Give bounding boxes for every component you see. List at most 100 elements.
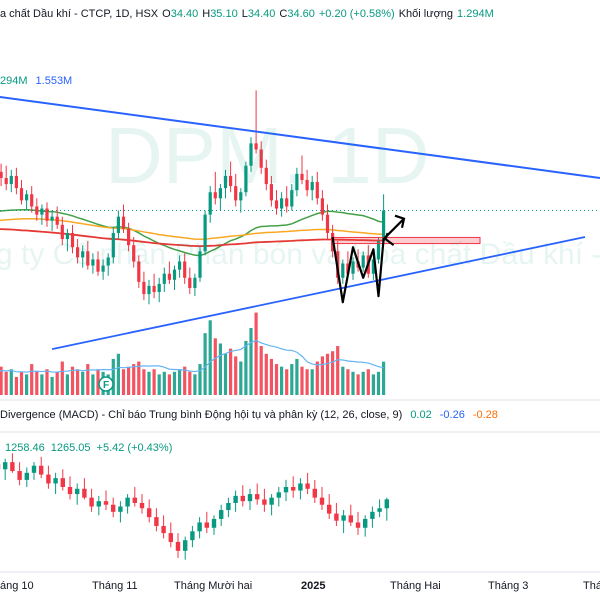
- candle-body: [178, 261, 182, 270]
- volume-legend-value-1: 294M: [0, 75, 28, 87]
- volume-bar: [55, 371, 59, 395]
- volume-legend: 294M 1.553M: [0, 74, 76, 88]
- macd-legend: Divergence (MACD) - Chỉ báo Trung bình Đ…: [0, 408, 502, 422]
- index-candle-body: [24, 472, 29, 480]
- candle-body: [269, 184, 273, 201]
- index-candle-body: [370, 511, 375, 519]
- candle-body: [218, 188, 222, 199]
- high-label: H: [202, 8, 211, 20]
- volume-bar: [183, 366, 187, 395]
- candle-body: [96, 259, 100, 272]
- candle-body: [157, 283, 161, 293]
- index-candle-body: [341, 515, 346, 521]
- volume-bar: [336, 346, 340, 395]
- candle-body: [198, 251, 202, 278]
- volume-ma-line: [0, 339, 384, 373]
- index-candle-body: [125, 497, 130, 507]
- volume-bar: [223, 353, 228, 395]
- candle-body: [274, 200, 279, 209]
- candle-body: [371, 259, 375, 274]
- candle-body: [81, 251, 85, 258]
- volume-bar: [25, 374, 29, 395]
- volume-bar: [356, 374, 360, 395]
- candle-body: [40, 208, 44, 215]
- volume-bar: [264, 353, 268, 395]
- candle-body: [60, 224, 64, 240]
- candle-body: [19, 188, 24, 201]
- index-candle-body: [204, 522, 209, 528]
- candle-body: [167, 273, 171, 280]
- volume-legend-value-2: 1.553M: [35, 75, 73, 87]
- volume-bar: [239, 361, 243, 395]
- upper-trendline: [0, 96, 600, 179]
- volume-bar: [4, 371, 8, 395]
- volume-value: 1.294M: [457, 8, 494, 20]
- index-candle-body: [89, 497, 94, 507]
- candle-body: [234, 186, 238, 201]
- index-candle-body: [312, 488, 317, 498]
- index-candle-body: [17, 471, 22, 480]
- index-candle-body: [60, 478, 65, 487]
- candle-body: [249, 143, 253, 166]
- index-legend: 1258.46 1265.05 +5.42 (+0.43%): [5, 441, 176, 455]
- volume-bar: [315, 361, 319, 395]
- time-axis-label-1: Tháng 11: [92, 580, 138, 592]
- candle-body: [101, 265, 105, 272]
- index-candle-body: [10, 462, 15, 472]
- volume-bar: [172, 371, 177, 395]
- index-candle-body: [139, 502, 145, 509]
- volume-bar: [259, 346, 263, 395]
- index-candle-body: [103, 501, 109, 505]
- volume-bar: [30, 364, 34, 395]
- price-zone-box: [332, 236, 481, 245]
- index-candle-body: [168, 533, 173, 542]
- volume-bar: [269, 358, 273, 395]
- index-candle-body: [75, 488, 80, 495]
- candle-body: [0, 171, 3, 178]
- volume-bar: [96, 369, 100, 395]
- index-candle-body: [211, 518, 217, 528]
- index-candle-body: [334, 513, 339, 521]
- index-candle-body: [147, 508, 152, 518]
- candle-body: [285, 198, 289, 207]
- index-candle-body: [355, 522, 361, 528]
- volume-bar: [111, 358, 115, 395]
- volume-bar: [371, 374, 375, 395]
- low-label: L: [241, 8, 248, 20]
- event-marker-icon: [98, 376, 114, 392]
- index-candle-body: [305, 483, 310, 489]
- index-candle-body: [298, 483, 303, 491]
- volume-bar: [320, 356, 324, 395]
- close-label: C: [279, 8, 288, 20]
- volume-bar: [188, 371, 192, 395]
- volume-bar: [45, 369, 49, 395]
- candle-body: [183, 261, 187, 278]
- index-candle-body: [161, 526, 166, 534]
- candle-body: [111, 232, 115, 258]
- volume-bar: [9, 369, 13, 395]
- volume-bar: [382, 361, 386, 395]
- candle-body: [116, 216, 120, 233]
- candle-body: [127, 228, 131, 246]
- volume-bar: [305, 369, 309, 395]
- volume-bar: [331, 351, 335, 395]
- candle-body: [295, 173, 299, 191]
- index-candle-body: [384, 499, 389, 509]
- index-candle-body: [118, 506, 123, 512]
- volume-bar: [244, 340, 248, 395]
- change-value: +0.20 (+0.58%): [318, 8, 395, 20]
- index-candle-body: [39, 465, 44, 475]
- index-candle-body: [46, 474, 51, 484]
- candle-body: [305, 180, 309, 191]
- candle-body: [152, 285, 156, 293]
- volume-bar: [147, 371, 151, 395]
- index-candle-body: [183, 540, 188, 551]
- high-value: 35.10: [210, 8, 238, 20]
- volume-bar: [361, 371, 365, 395]
- candle-body: [35, 206, 39, 215]
- volume-bar: [142, 369, 146, 395]
- volume-bar: [167, 374, 171, 395]
- volume-bar: [254, 312, 258, 395]
- volume-bar: [91, 374, 95, 395]
